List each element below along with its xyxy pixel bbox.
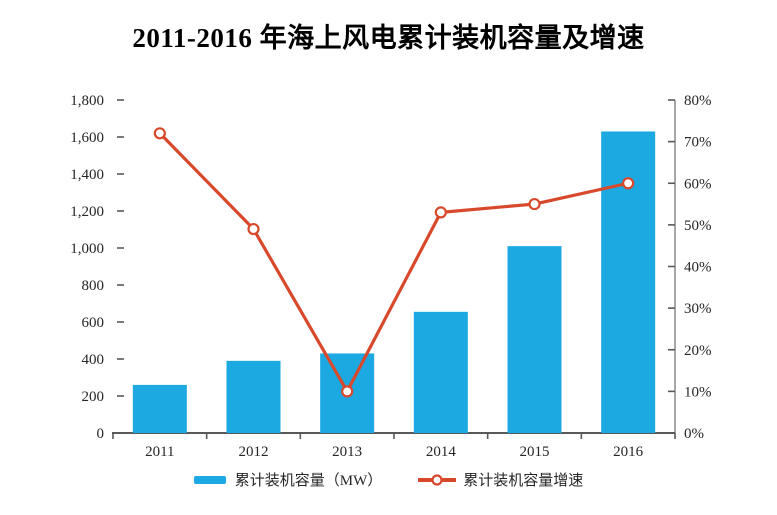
right-axis-tick-label: 10%	[684, 384, 712, 400]
left-axis-tick-label: 1,600	[70, 130, 104, 146]
bar-2014	[413, 311, 468, 433]
x-axis-label: 2014	[426, 444, 457, 460]
x-axis-label: 2015	[520, 444, 550, 460]
left-axis-tick-label: 200	[82, 389, 105, 405]
legend-item-growth: 累计装机容量增速	[418, 469, 583, 490]
growth-point-2015	[528, 197, 541, 211]
capacity-bar-swatch-icon	[193, 475, 226, 484]
right-axis-tick-label: 80%	[684, 93, 712, 109]
left-axis-tick-label: 1,200	[70, 204, 104, 220]
right-axis-tick-label: 0%	[684, 426, 704, 442]
left-axis-tick-label: 800	[82, 278, 105, 294]
x-axis-label: 2013	[332, 444, 362, 460]
right-axis-tick-label: 20%	[684, 343, 712, 359]
capacity-legend-label: 累计装机容量（MW）	[234, 473, 383, 489]
left-axis-tick-label: 400	[82, 352, 105, 368]
bar-2012	[226, 360, 281, 433]
left-axis-tick-label: 1,000	[70, 241, 104, 257]
left-axis-tick-label: 600	[82, 315, 105, 331]
right-axis-tick-label: 40%	[684, 260, 712, 276]
growth-point-2011	[153, 127, 166, 140]
growth-point-2013	[341, 385, 354, 398]
growth-point-2012	[247, 222, 260, 236]
growth-line	[158, 131, 630, 393]
x-axis-label: 2011	[145, 444, 174, 460]
x-axis-label: 2012	[239, 444, 269, 460]
right-axis-tick-label: 50%	[684, 218, 712, 234]
growth-point-2014	[434, 206, 447, 219]
right-axis-tick-label: 60%	[684, 176, 712, 192]
legend-item-capacity: 累计装机容量（MW）	[193, 469, 383, 490]
bar-2016	[601, 131, 656, 433]
left-axis-tick-label: 1,800	[70, 93, 104, 109]
chart-title: 2011-2016 年海上风电累计装机容量及增速	[132, 23, 645, 53]
growth-point-2016	[622, 177, 635, 190]
left-axis-tick-label: 1,400	[70, 167, 104, 183]
bar-2011	[132, 384, 187, 433]
legend-line-marker	[431, 473, 443, 486]
x-axis-label: 2016	[613, 444, 644, 460]
growth-line-swatch-icon	[418, 473, 457, 486]
left-axis-tick-label: 0	[97, 426, 105, 442]
legend: 累计装机容量（MW） 累计装机容量增速	[0, 469, 777, 490]
bar-2015	[507, 246, 562, 433]
growth-legend-label: 累计装机容量增速	[463, 473, 584, 489]
right-axis-tick-label: 70%	[684, 135, 712, 151]
right-axis-tick-label: 30%	[684, 301, 712, 317]
